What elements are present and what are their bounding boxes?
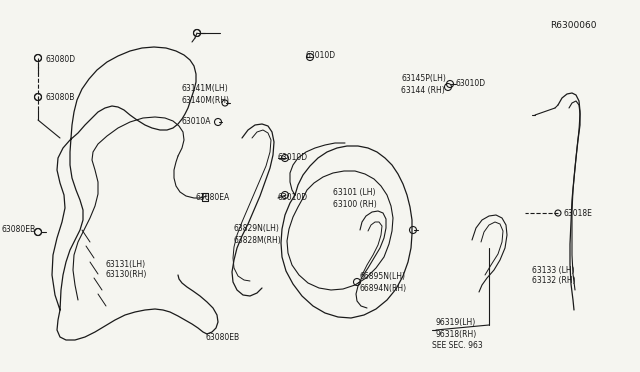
Text: 63828M(RH): 63828M(RH) <box>233 235 281 244</box>
Text: 63010A: 63010A <box>182 118 211 126</box>
Text: 63101 (LH): 63101 (LH) <box>333 189 376 198</box>
Text: 63145P(LH): 63145P(LH) <box>401 74 446 83</box>
Text: 63010D: 63010D <box>278 193 308 202</box>
Text: 63131(LH): 63131(LH) <box>105 260 145 269</box>
Text: 63080D: 63080D <box>45 55 75 64</box>
Text: 63130(RH): 63130(RH) <box>105 270 147 279</box>
Text: 96318(RH): 96318(RH) <box>436 330 477 339</box>
Text: 63133 (LH): 63133 (LH) <box>532 266 575 275</box>
Text: 63144 (RH): 63144 (RH) <box>401 86 445 94</box>
Text: 63141M(LH): 63141M(LH) <box>182 84 228 93</box>
Text: 66894N(RH): 66894N(RH) <box>360 283 407 292</box>
Text: 63140M(RH): 63140M(RH) <box>182 96 230 105</box>
Text: 63132 (RH): 63132 (RH) <box>532 276 575 285</box>
Text: 63010D: 63010D <box>306 51 336 61</box>
Text: R6300060: R6300060 <box>550 20 596 29</box>
Text: SEE SEC. 963: SEE SEC. 963 <box>432 340 483 350</box>
Text: 63018E: 63018E <box>563 208 592 218</box>
Text: 63100 (RH): 63100 (RH) <box>333 199 377 208</box>
Text: 63010D: 63010D <box>278 154 308 163</box>
Text: 96319(LH): 96319(LH) <box>436 318 476 327</box>
Text: 63010D: 63010D <box>456 80 486 89</box>
Text: 63080EA: 63080EA <box>195 192 229 202</box>
Text: 66895N(LH): 66895N(LH) <box>360 273 406 282</box>
Text: 63080B: 63080B <box>45 93 74 102</box>
Text: 63829N(LH): 63829N(LH) <box>233 224 279 234</box>
Text: 63080EB: 63080EB <box>205 334 239 343</box>
Text: 63080EB: 63080EB <box>2 225 36 234</box>
